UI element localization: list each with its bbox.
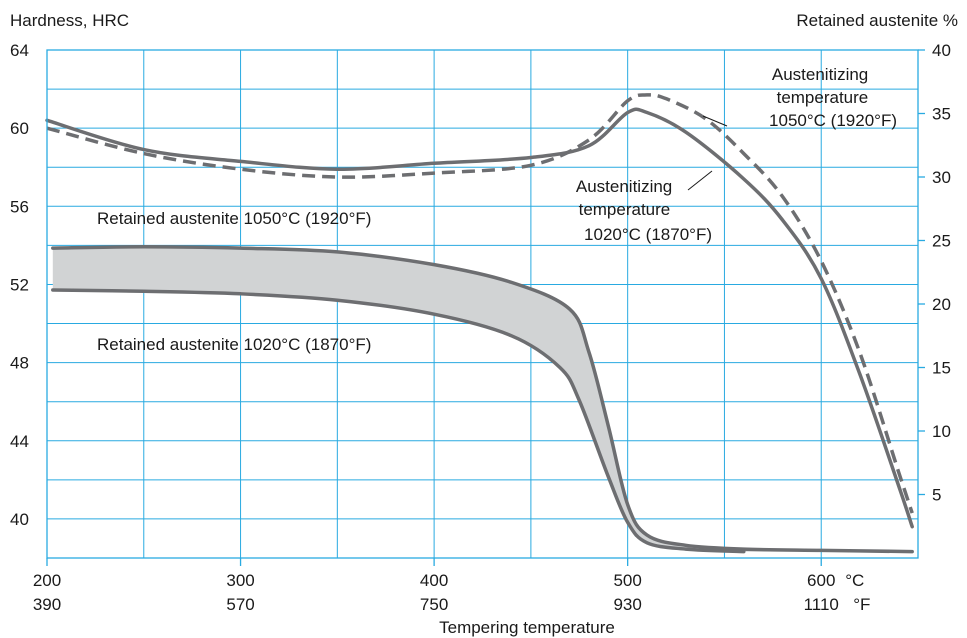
x-tick-label-c: 200 (33, 571, 61, 590)
x-tick-label-c: 400 (420, 571, 448, 590)
x-tick-label-c: 600 (807, 571, 835, 590)
annotation-1020-line-3: 1020°C (1870°F) (584, 225, 712, 244)
annotation-austenitizing-1050: Austenitizing temperature 1050°C (1920°F… (769, 65, 897, 130)
x-tick-label-f: 570 (226, 595, 254, 614)
y-left-tick-label: 56 (10, 197, 29, 216)
y-right-axis-title: Retained austenite % (796, 11, 958, 30)
annotation-1020-leader (687, 170, 713, 191)
x-tick-label-f: 1110 (804, 595, 839, 614)
x-unit-c: °C (845, 571, 864, 590)
y-right-tick-label: 35 (932, 105, 951, 124)
series (45, 93, 914, 554)
y-left-tick-label: 44 (10, 432, 29, 451)
label-retained-austenite-1020: Retained austenite 1020°C (1870°F) (97, 335, 371, 354)
ticks: 40 44 48 52 56 60 64 5 10 15 20 25 30 35 40 200 390 300 57… (10, 41, 951, 614)
retained-austenite-fill (52, 246, 913, 552)
series-line-2 (51, 245, 914, 554)
annotation-1020-line-1: Austenitizing (576, 177, 672, 196)
series-line-0 (46, 93, 914, 514)
retained-austenite-band (52, 246, 913, 552)
y-right-tick-label: 5 (932, 486, 941, 505)
y-left-axis-title: Hardness, HRC (10, 11, 129, 30)
y-left-tick-label: 52 (10, 275, 29, 294)
annotation-1050-line-1: Austenitizing (772, 65, 868, 84)
y-left-tick-label: 60 (10, 119, 29, 138)
y-right-tick-label: 25 (932, 232, 951, 251)
y-left-tick-label: 48 (10, 354, 29, 373)
x-tick-label-f: 750 (420, 595, 448, 614)
annotation-1020-line-2: temperature (579, 200, 671, 219)
y-right-tick-label: 20 (932, 295, 951, 314)
x-axis-title: Tempering temperature (439, 618, 615, 637)
annotation-1050-line-3: 1050°C (1920°F) (769, 111, 897, 130)
y-right-tick-label: 40 (932, 41, 951, 60)
y-left-tick-label: 40 (10, 510, 29, 529)
x-tick-label-f: 390 (33, 595, 61, 614)
x-tick-label-c: 500 (613, 571, 641, 590)
series-line-1 (45, 107, 914, 529)
x-tick-label-c: 300 (226, 571, 254, 590)
annotation-1050-line-2: temperature (777, 88, 869, 107)
label-retained-austenite-1050: Retained austenite 1050°C (1920°F) (97, 209, 371, 228)
y-right-tick-label: 10 (932, 422, 951, 441)
y-right-tick-label: 15 (932, 359, 951, 378)
x-tick-label-f: 930 (613, 595, 641, 614)
series-line-3 (51, 288, 746, 554)
x-unit-f: °F (853, 595, 870, 614)
annotation-austenitizing-1020: Austenitizing temperature 1020°C (1870°F… (576, 177, 712, 244)
annotation-1050-leader (702, 115, 728, 127)
y-left-tick-label: 64 (10, 41, 29, 60)
y-right-tick-label: 30 (932, 168, 951, 187)
